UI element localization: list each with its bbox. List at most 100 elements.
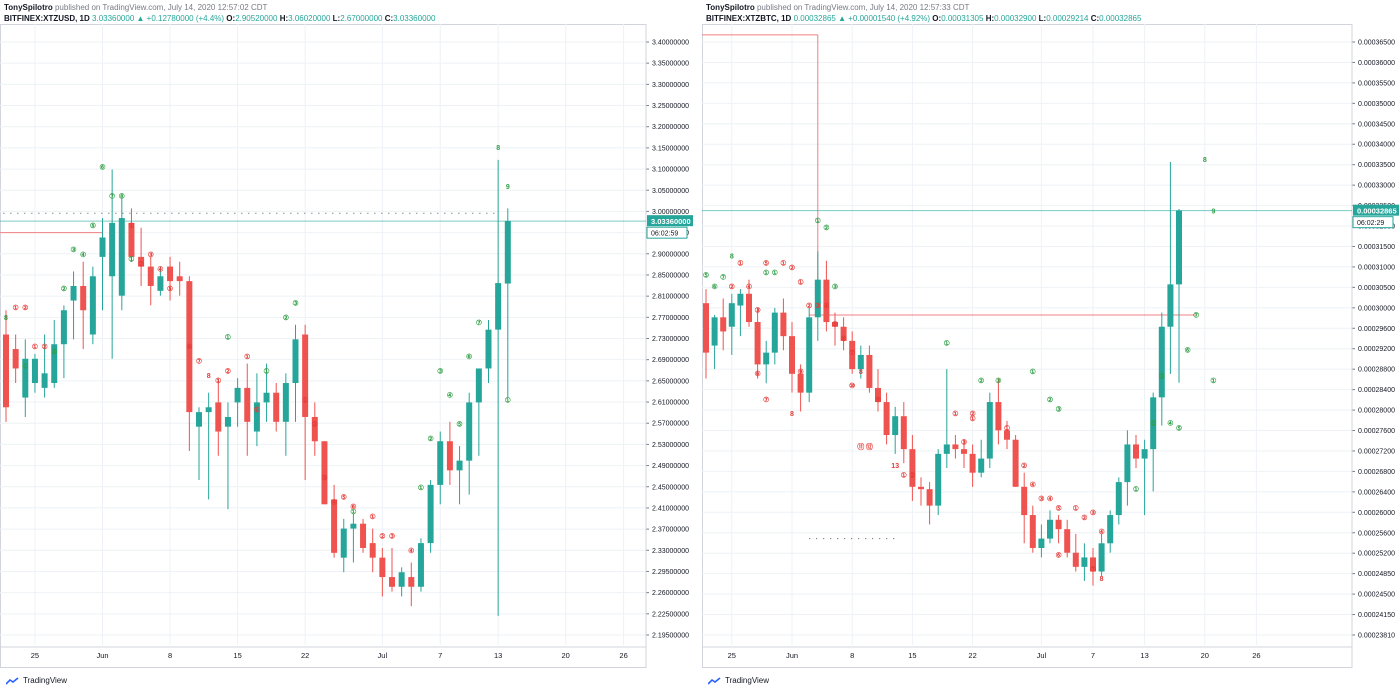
tradingview-brand[interactable]: TradingView [6,676,67,685]
high-value: 0.00032900 [994,14,1037,23]
y-tick-label: 0.00026800 [1358,469,1395,476]
td-count-up: ① [225,333,231,341]
y-tick-label: 0.00034500 [1358,121,1395,128]
candle [918,477,924,506]
price-tag-label: 0.00032865 [1357,207,1397,216]
y-tick-label: 0.00036500 [1358,40,1395,47]
symbol-legend: BITFINEX:XTZUSD, 1D 3.03360000 ▲ +0.1278… [4,13,435,24]
td-count-down: ② [22,304,28,312]
candle-body [128,222,135,257]
td-count-down: ⑨ [875,396,881,404]
td-count-down: ② [969,410,975,418]
candle [99,218,106,311]
candle [728,293,735,355]
candle-body [311,416,318,442]
candle-body [832,322,838,327]
candle-body [763,352,770,365]
candle-body [138,256,145,267]
candlestick-chart[interactable]: 3.40000000 3.35000000 3.30000000 3.25000000… [0,0,694,689]
td-count-up: ⑥ [711,283,717,291]
candle-body [703,303,709,353]
candle-body [379,557,386,578]
author-name[interactable]: TonySpilotro [4,3,53,12]
x-tick-label: 7 [1091,651,1095,660]
x-tick-label: 25 [31,651,39,660]
candle-body [504,220,511,284]
candle [157,266,164,296]
td-count-down: ① [1004,424,1010,432]
candle [263,363,270,422]
candle [883,392,890,445]
td-count-up: 9 [506,184,510,191]
td-count-down: ⑥ [350,503,356,511]
candle [466,392,473,495]
candle-body [253,402,260,432]
candle-body [282,383,289,422]
candle [754,307,761,379]
open-label: O: [226,14,236,23]
candle [832,312,838,346]
td-count-down: ① [797,278,803,286]
candle [935,449,942,516]
candle [331,484,338,558]
candle [746,279,752,327]
candle-body [746,293,752,323]
author-name[interactable]: TonySpilotro [706,3,755,12]
td-count-up: ① [763,269,769,277]
candle-body [926,489,933,506]
y-tick-label: 0.00029600 [1358,326,1395,333]
y-tick-label: 2.90000000 [652,251,689,258]
candle-body [340,528,347,558]
td-count-down: 13 [891,463,899,470]
candle-body [1133,444,1139,459]
candle-body [109,222,116,277]
x-tick-label: 7 [438,651,442,660]
candle [475,368,482,456]
td-count-down: ⑩ [849,382,855,390]
candle [417,538,424,592]
chart-panel-xtzusd: TonySpilotro published on TradingView.co… [0,0,694,689]
td-count-down: ② [1081,514,1087,522]
x-tick-label: 26 [619,651,627,660]
symbol-name[interactable]: BITFINEX:XTZBTC, 1D [706,14,792,23]
candle-body [60,310,67,345]
candle [1098,533,1105,577]
y-tick-label: 2.69000000 [652,357,689,364]
td-count-down: ③ [148,251,154,259]
x-tick-label: Jun [96,651,108,660]
y-tick-label: 2.73000000 [652,336,689,343]
candle-body [321,441,328,505]
candle [196,407,202,481]
candle-body [918,486,924,490]
candle-body [789,336,795,374]
candle [814,251,821,341]
y-tick-label: 0.00026400 [1358,489,1395,496]
open-value: 2.90520000 [235,14,278,23]
y-tick-label: 3.30000000 [652,82,689,89]
candle [1141,439,1148,516]
close-value: 0.00032865 [1099,14,1142,23]
td-count-down: ⑨ [797,368,803,376]
x-tick-label: 13 [494,651,502,660]
td-count-up: ④ [447,392,453,400]
candle [89,266,96,345]
candle [253,373,260,447]
y-tick-label: 2.77000000 [652,315,689,322]
td-count-up: 8 [730,253,734,260]
candle-body [466,402,473,461]
y-tick-label: 0.00031000 [1358,264,1395,271]
symbol-name[interactable]: BITFINEX:XTZUSD, 1D [4,14,90,23]
y-tick-label: 2.29500000 [652,569,689,576]
candlestick-chart[interactable]: 0.00036500 0.00036000 0.00035500 0.00035000… [702,0,1400,689]
candle [771,307,778,365]
candle-body [234,387,241,403]
x-tick-label: 22 [301,651,309,660]
candle [711,314,718,370]
candle-body [196,412,202,427]
td-count-up: ⑦ [476,319,482,327]
y-tick-label: 2.19500000 [652,633,689,640]
candle [504,208,511,398]
candle-body [720,317,727,332]
tradingview-brand[interactable]: TradingView [708,676,769,685]
td-count-up: ① [350,508,356,516]
